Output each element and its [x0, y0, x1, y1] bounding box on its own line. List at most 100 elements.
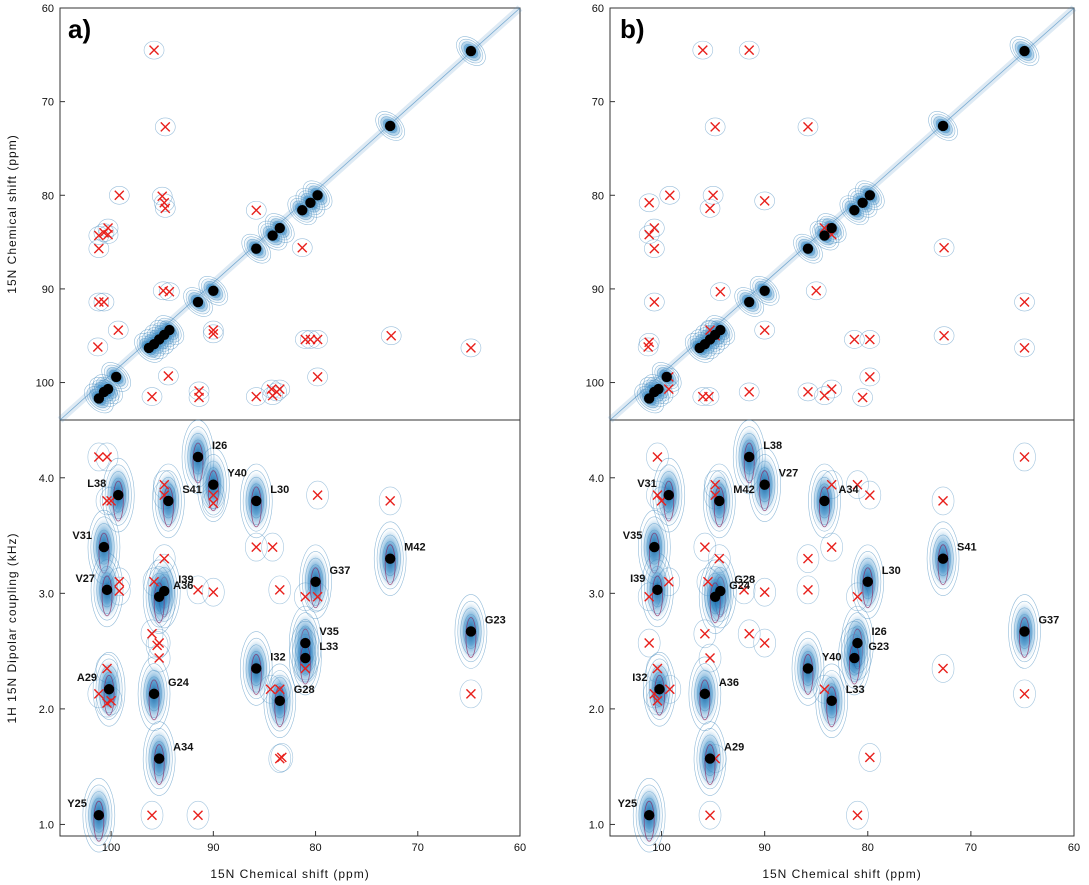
cross-peak-contour: [203, 320, 224, 340]
cross-peak-contour: [644, 218, 665, 238]
diagonal-peak-blob-contour: [928, 111, 958, 141]
diagonal-peak-dot: [267, 230, 278, 241]
peak-label: A36: [719, 677, 739, 689]
background-contour: [796, 544, 820, 573]
cross-peak-contour: [797, 117, 819, 137]
diagonal-line: [609, 7, 1075, 421]
cross-peak-marker: [644, 638, 655, 649]
y-tick-label: 2.0: [589, 704, 604, 716]
cross-peak-contour: [698, 387, 720, 406]
peak-label: G24: [168, 677, 190, 689]
cross-peak-contour: [295, 330, 316, 349]
cross-peak-marker: [739, 584, 750, 595]
peak-blob-contour: [294, 634, 316, 683]
peak-dot: [704, 753, 716, 764]
background-contour: [698, 800, 722, 830]
cross-peak-marker: [274, 684, 285, 695]
x-tick-label: 90: [759, 842, 771, 854]
diagonal-peak-dot: [819, 230, 830, 241]
peak-label: S41: [957, 542, 977, 554]
cross-peak-marker: [194, 392, 205, 403]
cross-peak-marker: [699, 628, 710, 639]
cross-peak-marker: [102, 663, 113, 674]
x-tick-label: 80: [862, 842, 874, 854]
cross-peak-marker: [159, 553, 170, 564]
cross-peak-contour: [152, 281, 174, 301]
cross-peak-marker: [312, 334, 323, 345]
peak-blob-contour: [926, 521, 960, 596]
peak-blob-contour: [299, 544, 332, 619]
diagonal-peak-blob-contour: [377, 113, 403, 139]
cross-peak-marker: [759, 587, 770, 598]
peak-dot: [274, 695, 285, 706]
diagonal-peak-dot: [857, 197, 868, 208]
cross-peak-marker: [147, 628, 157, 639]
peak-label: L30: [270, 484, 289, 496]
peak-blob-contour: [649, 572, 666, 608]
x-tick-label: 70: [412, 842, 424, 854]
peak-blob-contour: [651, 671, 668, 707]
background-contour: [459, 679, 483, 709]
diagonal-peak-blob-contour: [241, 233, 272, 264]
dipolar-contour: [112, 480, 124, 522]
background-contour: [931, 654, 955, 683]
peak-blob-contour: [823, 683, 840, 719]
cross-peak-contour: [754, 191, 775, 211]
cross-peak-marker: [644, 229, 655, 240]
peak-blob-contour: [85, 784, 113, 846]
diagonal-peak-dot: [759, 285, 770, 296]
peak-label: V35: [623, 530, 643, 542]
peak-dot: [862, 576, 873, 587]
peak-label: V31: [72, 530, 92, 542]
diagonal-peak-blob-contour: [246, 239, 266, 259]
dipolar-contour: [103, 674, 115, 716]
cross-peak-marker: [759, 195, 770, 206]
cross-peak-marker: [93, 688, 104, 699]
y-tick-label: 80: [42, 190, 54, 202]
peak-label: V31: [637, 478, 657, 490]
diagonal-peak-dot: [93, 393, 105, 404]
background-contour: [753, 628, 776, 658]
cross-peak-contour: [154, 117, 176, 137]
peak-blob-contour: [813, 476, 836, 525]
cross-peak-contour: [291, 238, 313, 258]
cross-peak-contour: [1014, 292, 1035, 312]
peak-blob-contour: [272, 683, 288, 719]
cross-peak-marker: [193, 810, 203, 821]
peak-dot: [714, 495, 725, 507]
peak-label: A29: [77, 672, 97, 684]
background-contour: [931, 486, 955, 516]
cross-peak-contour: [710, 282, 731, 302]
cross-peak-contour: [754, 320, 775, 340]
peak-blob-contour: [152, 463, 185, 539]
cross-peak-marker: [106, 695, 117, 706]
cross-peak-marker: [826, 384, 837, 395]
cross-peak-marker: [652, 663, 663, 674]
peak-blob-contour: [142, 721, 176, 796]
peak-dot: [1019, 626, 1030, 637]
diagonal-peak-dot: [849, 205, 860, 216]
peak-label: Y40: [227, 468, 247, 480]
peak-dot: [937, 553, 949, 564]
peak-blob-contour: [658, 471, 680, 520]
background-contour: [1013, 442, 1036, 472]
cross-peak-marker: [864, 752, 875, 763]
peak-blob-contour: [794, 637, 822, 700]
peak-blob-contour: [160, 483, 177, 519]
peak-label: M42: [733, 484, 754, 496]
cross-peak-contour: [159, 282, 180, 302]
peak-label: I26: [212, 440, 227, 452]
y-tick-label: 3.0: [39, 588, 54, 600]
cross-peak-marker: [710, 121, 721, 132]
peak-blob-contour: [929, 528, 957, 590]
cross-peak-marker: [102, 495, 113, 506]
peak-blob-contour: [843, 634, 865, 683]
background-contour: [693, 532, 717, 562]
diagonal-peak-dot: [384, 120, 396, 132]
peak-label: G28: [294, 684, 315, 696]
diagonal-peak-dot: [826, 222, 837, 234]
peak-dot: [643, 810, 655, 821]
diagonal-peak-blob-contour: [798, 239, 818, 259]
peak-dot: [153, 591, 165, 602]
